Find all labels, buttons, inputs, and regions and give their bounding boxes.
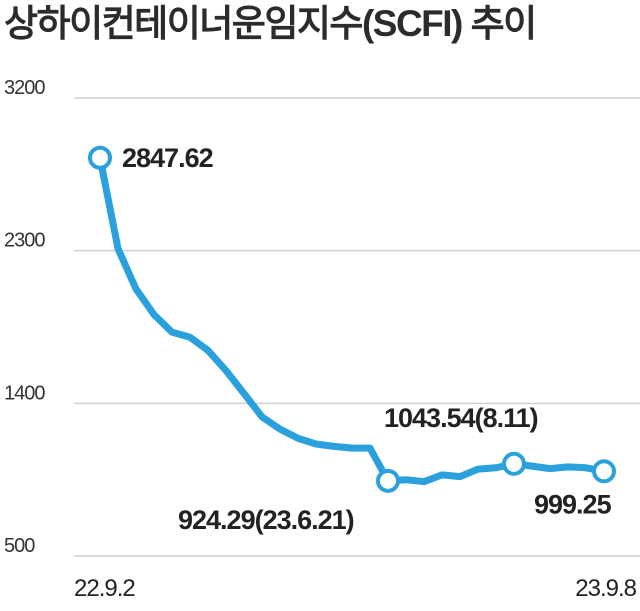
series-line xyxy=(96,154,608,486)
marker-layer xyxy=(88,145,616,493)
data-label: 924.29(23.6.21) xyxy=(178,505,354,535)
data-label: 999.25 xyxy=(534,489,612,519)
x-tick-label: 23.9.8 xyxy=(575,575,636,602)
data-point-marker xyxy=(592,459,616,484)
data-label: 1043.54(8.11) xyxy=(384,403,538,433)
gridlines xyxy=(74,97,640,557)
y-tick-label: 1400 xyxy=(4,382,45,404)
y-axis-ticks: 500 1400 2300 3200 xyxy=(4,77,46,557)
series-line-layer xyxy=(96,154,608,486)
y-tick-label: 3200 xyxy=(4,77,45,99)
y-tick-label: 2300 xyxy=(4,230,45,252)
data-label: 2847.62 xyxy=(122,143,213,173)
x-axis-ticks: 22.9.2 23.9.8 xyxy=(74,575,638,602)
data-point-marker xyxy=(376,468,400,493)
data-label-layer: 2847.62 924.29(23.6.21) 1043.54(8.11) 999.2… xyxy=(122,143,613,535)
chart-title: 상하이컨테이너운임지수(SCFI) 추이 xyxy=(4,3,537,44)
y-tick-label: 500 xyxy=(4,535,35,557)
x-tick-label: 22.9.2 xyxy=(74,575,135,602)
data-point-marker xyxy=(88,145,112,170)
data-point-marker xyxy=(502,451,526,476)
